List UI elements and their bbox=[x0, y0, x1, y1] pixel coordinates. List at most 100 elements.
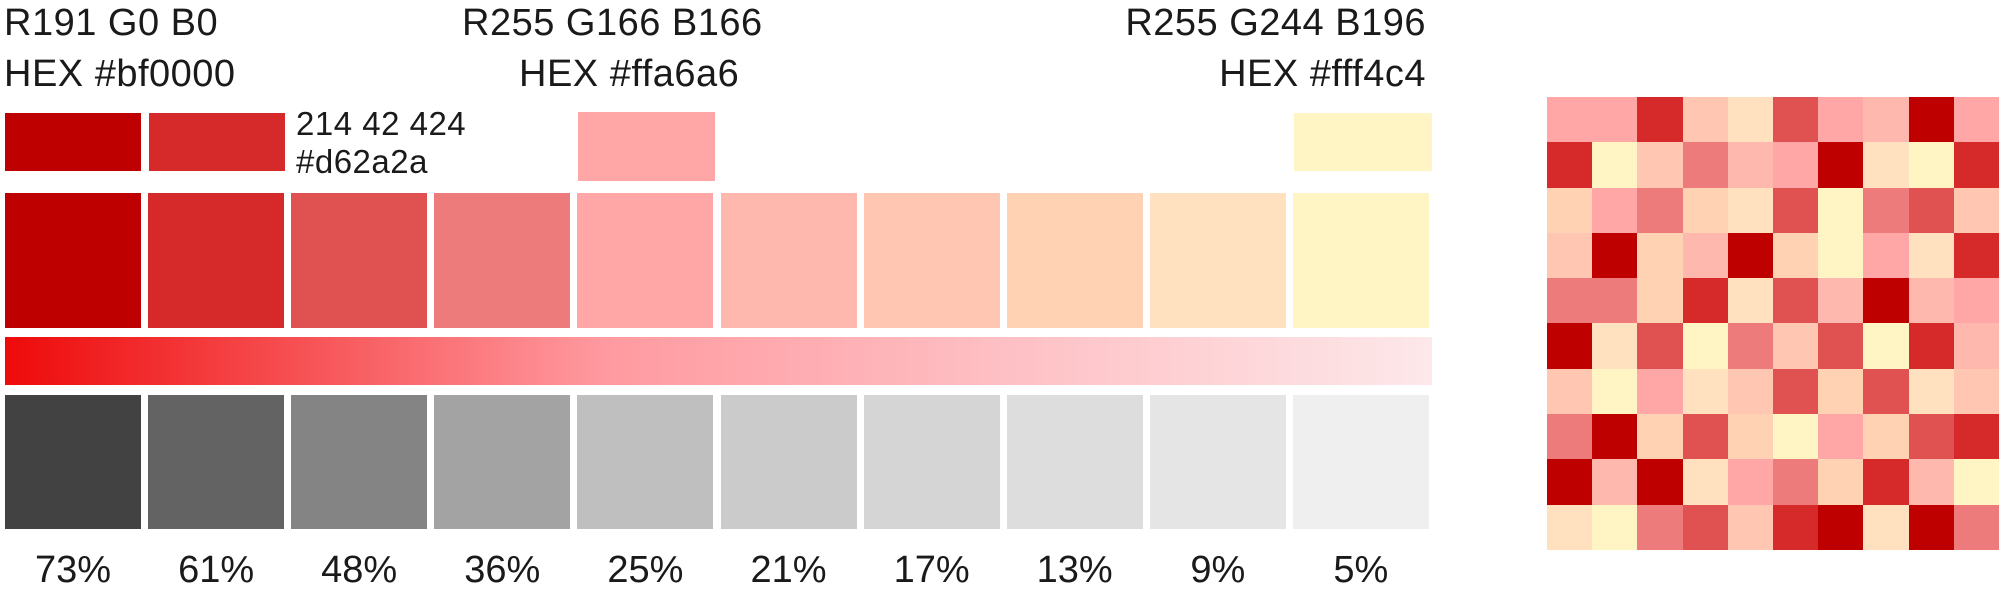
percent-label-2: 61% bbox=[178, 549, 255, 591]
mid-hex-label: HEX #ffa6a6 bbox=[519, 53, 740, 95]
palette-swatch-10 bbox=[1292, 193, 1429, 328]
grid-cell bbox=[1727, 504, 1773, 550]
grid-cell bbox=[1637, 323, 1683, 369]
grid-cell bbox=[1727, 278, 1773, 324]
percent-label-10: 5% bbox=[1333, 549, 1389, 591]
grid-cell bbox=[1637, 368, 1683, 415]
grid-cell bbox=[1863, 232, 1909, 279]
callout-swatch-bf0000 bbox=[5, 113, 141, 171]
grid-cell bbox=[1863, 323, 1909, 369]
grid-cell bbox=[1773, 232, 1819, 279]
grid-cell bbox=[1953, 97, 1999, 143]
palette-swatch-7 bbox=[863, 193, 1000, 328]
grid-cell bbox=[1637, 187, 1683, 233]
grid-cell bbox=[1953, 504, 1999, 550]
grid-cell bbox=[1773, 504, 1819, 550]
grid-cell bbox=[1773, 368, 1819, 415]
grid-cell bbox=[1682, 414, 1728, 460]
palette-swatch-6 bbox=[720, 193, 857, 328]
grid-cell bbox=[1592, 97, 1638, 143]
grid-cell bbox=[1863, 278, 1909, 324]
grid-cell bbox=[1773, 323, 1819, 369]
grid-cell bbox=[1953, 323, 1999, 369]
palette-swatch-9 bbox=[1149, 193, 1286, 328]
grid-cell bbox=[1863, 187, 1909, 233]
gray-swatch-6 bbox=[720, 395, 857, 529]
grid-cell bbox=[1773, 142, 1819, 188]
grid-cell bbox=[1592, 142, 1638, 188]
left-hex-label: HEX #bf0000 bbox=[4, 53, 236, 95]
grid-cell bbox=[1818, 187, 1864, 233]
grid-cell bbox=[1908, 323, 1954, 369]
callout-swatch-fff4c4 bbox=[1294, 113, 1432, 171]
grid-cell bbox=[1818, 504, 1864, 550]
mid-rgb-label: R255 G166 B166 bbox=[462, 2, 763, 44]
grid-cell bbox=[1682, 232, 1728, 279]
gradient-bar bbox=[5, 337, 1432, 385]
grid-cell bbox=[1863, 504, 1909, 550]
percent-label-8: 13% bbox=[1036, 549, 1113, 591]
grid-cell bbox=[1863, 459, 1909, 505]
gray-swatch-9 bbox=[1149, 395, 1286, 529]
grid-cell bbox=[1953, 142, 1999, 188]
palette-swatch-2 bbox=[148, 193, 285, 328]
grid-cell bbox=[1727, 187, 1773, 233]
grid-cell bbox=[1908, 187, 1954, 233]
grid-cell bbox=[1592, 504, 1638, 550]
gray-swatch-10 bbox=[1292, 395, 1429, 529]
gray-swatch-1 bbox=[5, 395, 141, 529]
grid-cell bbox=[1818, 232, 1864, 279]
grid-cell bbox=[1908, 368, 1954, 415]
grid-cell bbox=[1863, 142, 1909, 188]
grid-cell bbox=[1953, 187, 1999, 233]
palette-swatch-8 bbox=[1006, 193, 1143, 328]
grid-cell bbox=[1908, 504, 1954, 550]
grid-cell bbox=[1863, 414, 1909, 460]
grid-cell bbox=[1637, 414, 1683, 460]
grid-cell bbox=[1592, 459, 1638, 505]
grid-cell bbox=[1682, 368, 1728, 415]
grid-cell bbox=[1727, 232, 1773, 279]
grid-cell bbox=[1637, 504, 1683, 550]
callout-swatch-d62a2a bbox=[149, 113, 285, 171]
grid-cell bbox=[1953, 278, 1999, 324]
right-hex-label: HEX #fff4c4 bbox=[1219, 53, 1426, 95]
gray-swatch-5 bbox=[577, 395, 714, 529]
grid-cell bbox=[1547, 232, 1593, 279]
percent-label-9: 9% bbox=[1190, 549, 1246, 591]
grid-cell bbox=[1547, 504, 1593, 550]
grid-cell bbox=[1547, 459, 1593, 505]
grid-cell bbox=[1818, 414, 1864, 460]
second-hex-label: #d62a2a bbox=[296, 143, 428, 180]
grid-cell bbox=[1953, 232, 1999, 279]
grid-cell bbox=[1637, 232, 1683, 279]
grid-cell bbox=[1773, 97, 1819, 143]
gray-swatch-7 bbox=[863, 395, 1000, 529]
grid-cell bbox=[1547, 142, 1593, 188]
grid-cell bbox=[1727, 142, 1773, 188]
grid-cell bbox=[1953, 368, 1999, 415]
right-rgb-label: R255 G244 B196 bbox=[1125, 2, 1426, 44]
grid-cell bbox=[1682, 504, 1728, 550]
grid-cell bbox=[1727, 97, 1773, 143]
percent-label-3: 48% bbox=[321, 549, 398, 591]
grid-cell bbox=[1592, 187, 1638, 233]
grid-cell bbox=[1908, 232, 1954, 279]
grid-cell bbox=[1592, 368, 1638, 415]
second-rgb-label: 214 42 424 bbox=[296, 105, 467, 142]
grid-cell bbox=[1547, 278, 1593, 324]
grid-cell bbox=[1818, 323, 1864, 369]
color-pattern-grid bbox=[1547, 97, 1999, 550]
grid-cell bbox=[1592, 414, 1638, 460]
grid-cell bbox=[1727, 368, 1773, 415]
grid-cell bbox=[1682, 278, 1728, 324]
grid-cell bbox=[1592, 323, 1638, 369]
grid-cell bbox=[1908, 459, 1954, 505]
gray-swatch-3 bbox=[291, 395, 428, 529]
grid-cell bbox=[1818, 142, 1864, 188]
grid-cell bbox=[1727, 459, 1773, 505]
percent-label-4: 36% bbox=[464, 549, 541, 591]
grid-cell bbox=[1953, 414, 1999, 460]
left-rgb-label: R191 G0 B0 bbox=[4, 2, 219, 44]
grid-cell bbox=[1637, 459, 1683, 505]
